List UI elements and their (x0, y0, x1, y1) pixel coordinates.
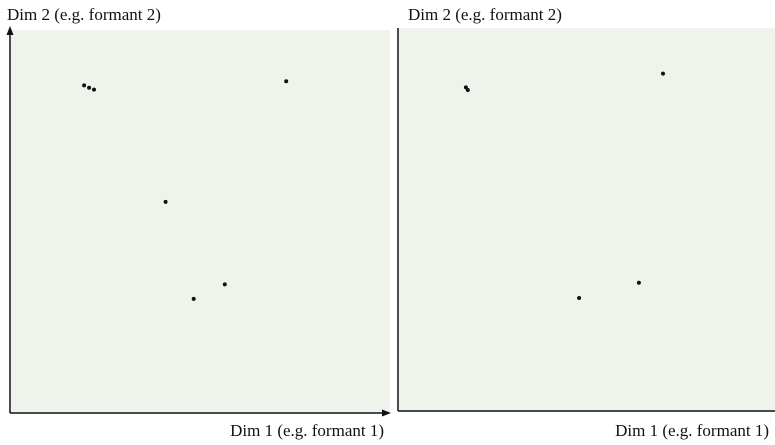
left-y-axis-arrow (6, 26, 14, 35)
right-scatter-panel: Dim 2 (e.g. formant 2) Dim 1 (e.g. forma… (397, 5, 775, 440)
scatter-point (465, 88, 470, 92)
scatter-point (163, 199, 168, 204)
scatter-point (92, 87, 96, 92)
left-point-group (82, 79, 289, 301)
left-x-axis-title: Dim 1 (e.g. formant 1) (230, 421, 384, 440)
scatter-point (87, 85, 92, 90)
scatter-point (82, 83, 87, 88)
scatter-point (284, 79, 289, 84)
right-x-axis-title: Dim 1 (e.g. formant 1) (615, 421, 769, 440)
right-plot-area (399, 28, 775, 411)
right-y-axis-title: Dim 2 (e.g. formant 2) (408, 5, 562, 24)
scatter-point (191, 296, 196, 301)
scatter-point (636, 280, 641, 285)
scatter-point (661, 71, 665, 76)
left-y-axis-title: Dim 2 (e.g. formant 2) (7, 5, 161, 24)
right-point-group (463, 71, 665, 300)
scatter-point (577, 296, 582, 300)
left-x-axis-arrow (382, 409, 391, 417)
left-plot-area (11, 30, 390, 412)
scatter-point (222, 282, 227, 287)
left-scatter-panel: Dim 2 (e.g. formant 2) Dim 1 (e.g. forma… (6, 5, 391, 440)
